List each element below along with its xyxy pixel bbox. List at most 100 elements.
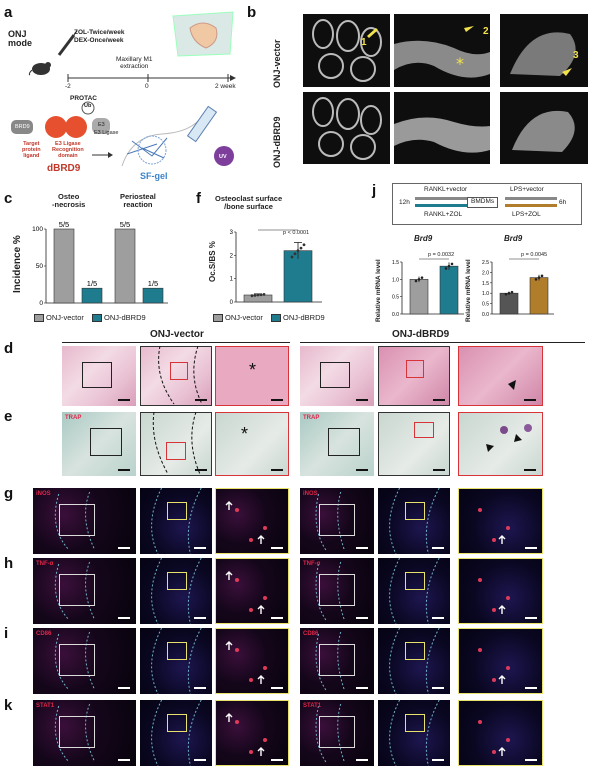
- he-vector-low-box: [82, 362, 112, 388]
- scale-bar: [118, 617, 130, 619]
- chart-j-left: 0.0 0.5 1.0 1.5: [392, 258, 464, 318]
- scale-bar: [356, 399, 368, 401]
- syringe-icon: [57, 30, 78, 56]
- scale-bar: [525, 547, 537, 549]
- if-roi-box: [405, 502, 426, 520]
- if-roi-box: [318, 644, 355, 676]
- trap-vector-high: *: [215, 412, 289, 476]
- panel-label-g: g: [4, 485, 14, 502]
- y-tick-label: 0.5: [392, 295, 399, 301]
- data-point: [296, 249, 300, 253]
- if-roi-box: [167, 572, 188, 590]
- if-inos-vector-mid: [140, 488, 212, 554]
- if-marker-label-tnfa: TNF-α: [303, 561, 321, 567]
- if-roi-box: [318, 716, 355, 748]
- if-marker-label-stat1: STAT1: [36, 703, 55, 709]
- scale-bar: [432, 617, 444, 619]
- data-point: [540, 274, 544, 278]
- legend-c: ONJ-vector ONJ-dBRD9: [34, 313, 146, 323]
- bar-label: 5/5: [59, 220, 69, 229]
- scale-bar: [271, 617, 283, 619]
- timepoint-zero: 0: [145, 83, 149, 90]
- scale-bar: [194, 617, 206, 619]
- arrow-to-gel: [92, 152, 113, 158]
- group-label-osteonecrosis: Osteo -necrosis: [52, 192, 86, 210]
- arrow-label-3: 3: [573, 50, 579, 61]
- if-cd86-vector-low: CD86: [33, 628, 136, 694]
- panel-label-b: b: [247, 4, 257, 21]
- if-marker-label-stat1: STAT1: [303, 703, 322, 709]
- trap-vector-mid-box: [166, 442, 186, 460]
- bar-label: 1/5: [148, 279, 158, 288]
- j-time-12h: 12h: [399, 199, 410, 206]
- scale-bar: [525, 617, 537, 619]
- j-arrow-left-top: [415, 197, 467, 200]
- y-tick-label: 0.0: [482, 312, 489, 318]
- y-tick-label: 50: [36, 263, 44, 270]
- bar-chartJ1-1: [439, 265, 459, 315]
- trap-label-dbrd9: TRAP: [303, 415, 320, 421]
- if-cd86-vector-high: [215, 628, 289, 694]
- scale-bar: [118, 469, 130, 471]
- maxilla-illustration: [172, 11, 234, 57]
- j-rankl-zol: RANKL+ZOL: [424, 211, 463, 218]
- histo-header-dbrd9: ONJ-dBRD9: [392, 329, 450, 340]
- if-cd86-dbrd9-mid: [378, 628, 450, 694]
- target-ligand-label: Target protein ligand: [22, 141, 41, 159]
- if-tnfa-vector-low: TNF-α: [33, 558, 136, 624]
- he-dbrd9-low: [300, 346, 374, 406]
- if-marker-label-cd86: CD86: [36, 631, 52, 637]
- arrow-label-2: 2: [483, 26, 489, 37]
- trap-vector-mid: [140, 412, 212, 476]
- scale-bar: [525, 759, 537, 761]
- e3-label: E3: [98, 122, 105, 128]
- trap-dbrd9-mid: [378, 412, 450, 476]
- data-point: [504, 292, 508, 296]
- bar-chartJ1-0: [409, 279, 429, 315]
- if-roi-box: [167, 642, 188, 660]
- data-point: [420, 276, 424, 279]
- scale-bar: [432, 759, 444, 761]
- legend-f-vector: ONJ-vector: [225, 313, 263, 322]
- trap-label-vector: TRAP: [65, 415, 82, 421]
- panel-label-h: h: [4, 555, 14, 572]
- ct-dbrd9-axial: [303, 92, 390, 164]
- y-tick-label: 2.5: [482, 260, 489, 266]
- ct-dbrd9-sagittal: [394, 92, 490, 164]
- data-point: [290, 255, 294, 259]
- if-cd86-vector-mid: [140, 628, 212, 694]
- scale-bar: [356, 759, 368, 761]
- y-tick-label: 2.0: [482, 270, 489, 276]
- scale-bar: [118, 547, 130, 549]
- data-point: [299, 246, 303, 250]
- he-vector-mid-box: [170, 362, 188, 380]
- j-gene-left: Brd9: [414, 234, 433, 243]
- he-dbrd9-high: [458, 346, 543, 406]
- data-point: [510, 290, 514, 294]
- ct-vector-coronal: [500, 14, 588, 87]
- if-cd86-dbrd9-low: CD86: [300, 628, 374, 694]
- group-label-periosteal: Periosteal reaction: [120, 192, 156, 210]
- if-roi-box: [58, 644, 95, 676]
- ct-vector-sagittal: *: [394, 14, 490, 87]
- data-point: [256, 293, 260, 297]
- y-tick-label: 3: [230, 230, 234, 236]
- he-dbrd9-mid: [378, 346, 450, 406]
- scale-bar: [356, 469, 368, 471]
- j-bmdms-box: BMDMs: [467, 197, 499, 208]
- if-tnfa-dbrd9-low: TNF-α: [300, 558, 374, 624]
- bar-label: 5/5: [120, 220, 130, 229]
- data-point: [537, 276, 541, 279]
- legend-f: ONJ-vector ONJ-dBRD9: [213, 313, 325, 323]
- timepoint-end: 2 week: [215, 83, 236, 90]
- if-tnfa-vector-mid: [140, 558, 212, 624]
- y-tick-label: 0.5: [482, 302, 489, 308]
- y-tick-label: 1.5: [392, 260, 399, 266]
- y-tick-label: 1.0: [392, 277, 399, 283]
- legend-c-swatch-dbrd9: [92, 314, 103, 323]
- data-point: [259, 293, 263, 297]
- ct-dbrd9-coronal: [500, 92, 588, 164]
- timeline: [67, 74, 236, 82]
- panel-label-e: e: [4, 408, 13, 425]
- chart-f-pvalue: p < 0.0001: [283, 230, 310, 236]
